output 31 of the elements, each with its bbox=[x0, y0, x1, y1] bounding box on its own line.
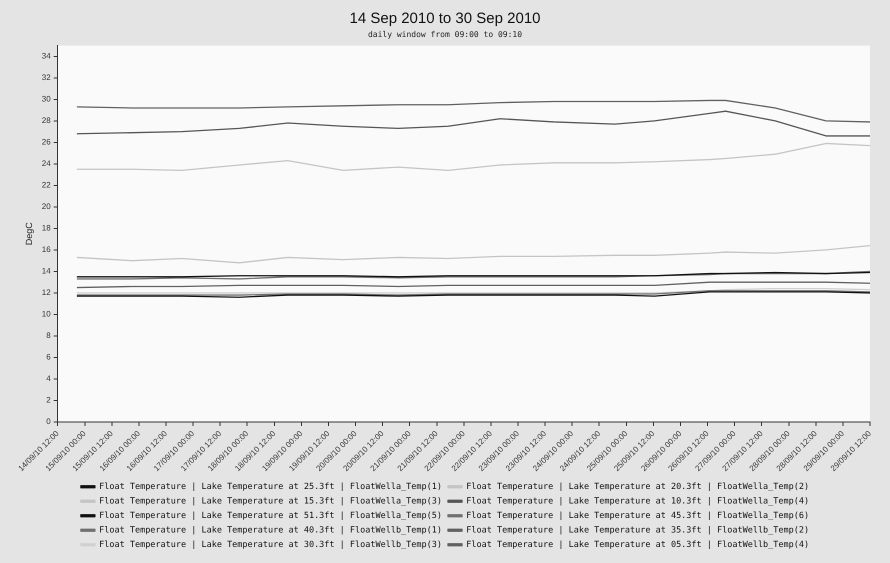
legend-label: Float Temperature | Lake Temperature at 25.3ft | FloatWella_Temp(1) bbox=[99, 482, 442, 492]
y-tick-label: 30 bbox=[42, 94, 52, 104]
chart-subtitle: daily window from 09:00 to 09:10 bbox=[368, 30, 522, 39]
legend-label: Float Temperature | Lake Temperature at 05.3ft | FloatWellb_Temp(4) bbox=[466, 540, 810, 550]
y-tick-label: 14 bbox=[42, 266, 52, 276]
y-tick-label: 34 bbox=[42, 52, 52, 61]
y-tick-label: 16 bbox=[42, 245, 52, 254]
y-axis-title: DegC bbox=[24, 222, 34, 246]
y-tick-label: 28 bbox=[42, 116, 52, 126]
y-tick-label: 2 bbox=[46, 396, 52, 405]
legend-label: Float Temperature | Lake Temperature at 40.3ft | FloatWellb_Temp(1) bbox=[99, 525, 442, 536]
legend-label: Float Temperature | Lake Temperature at 10.3ft | FloatWella_Temp(4) bbox=[466, 496, 810, 506]
chart-title: 14 Sep 2010 to 30 Sep 2010 bbox=[349, 10, 541, 28]
legend-label: Float Temperature | Lake Temperature at 20.3ft | FloatWella_Temp(2) bbox=[466, 482, 810, 492]
y-tick-label: 24 bbox=[42, 159, 52, 168]
y-tick-label: 32 bbox=[42, 73, 52, 82]
legend-label: Float Temperature | Lake Temperature at 15.3ft | FloatWella_Temp(3) bbox=[99, 496, 442, 506]
legend-label: Float Temperature | Lake Temperature at 45.3ft | FloatWella_Temp(6) bbox=[466, 510, 810, 521]
legend-label: Float Temperature | Lake Temperature at 30.3ft | FloatWellb_Temp(3) bbox=[99, 540, 442, 550]
y-tick-label: 22 bbox=[42, 180, 52, 190]
y-tick-label: 20 bbox=[42, 202, 52, 212]
y-tick-label: 8 bbox=[46, 331, 52, 340]
legend-label: Float Temperature | Lake Temperature at 51.3ft | FloatWella_Temp(5) bbox=[99, 510, 442, 521]
y-tick-label: 12 bbox=[42, 288, 52, 298]
y-tick-label: 6 bbox=[46, 352, 52, 362]
y-tick-label: 10 bbox=[42, 310, 52, 319]
y-tick-label: 26 bbox=[42, 138, 52, 147]
y-tick-label: 18 bbox=[42, 224, 52, 233]
y-tick-label: 4 bbox=[46, 374, 52, 384]
y-tick-label: 0 bbox=[46, 417, 52, 426]
legend-label: Float Temperature | Lake Temperature at 35.3ft | FloatWellb_Temp(2) bbox=[466, 525, 810, 536]
